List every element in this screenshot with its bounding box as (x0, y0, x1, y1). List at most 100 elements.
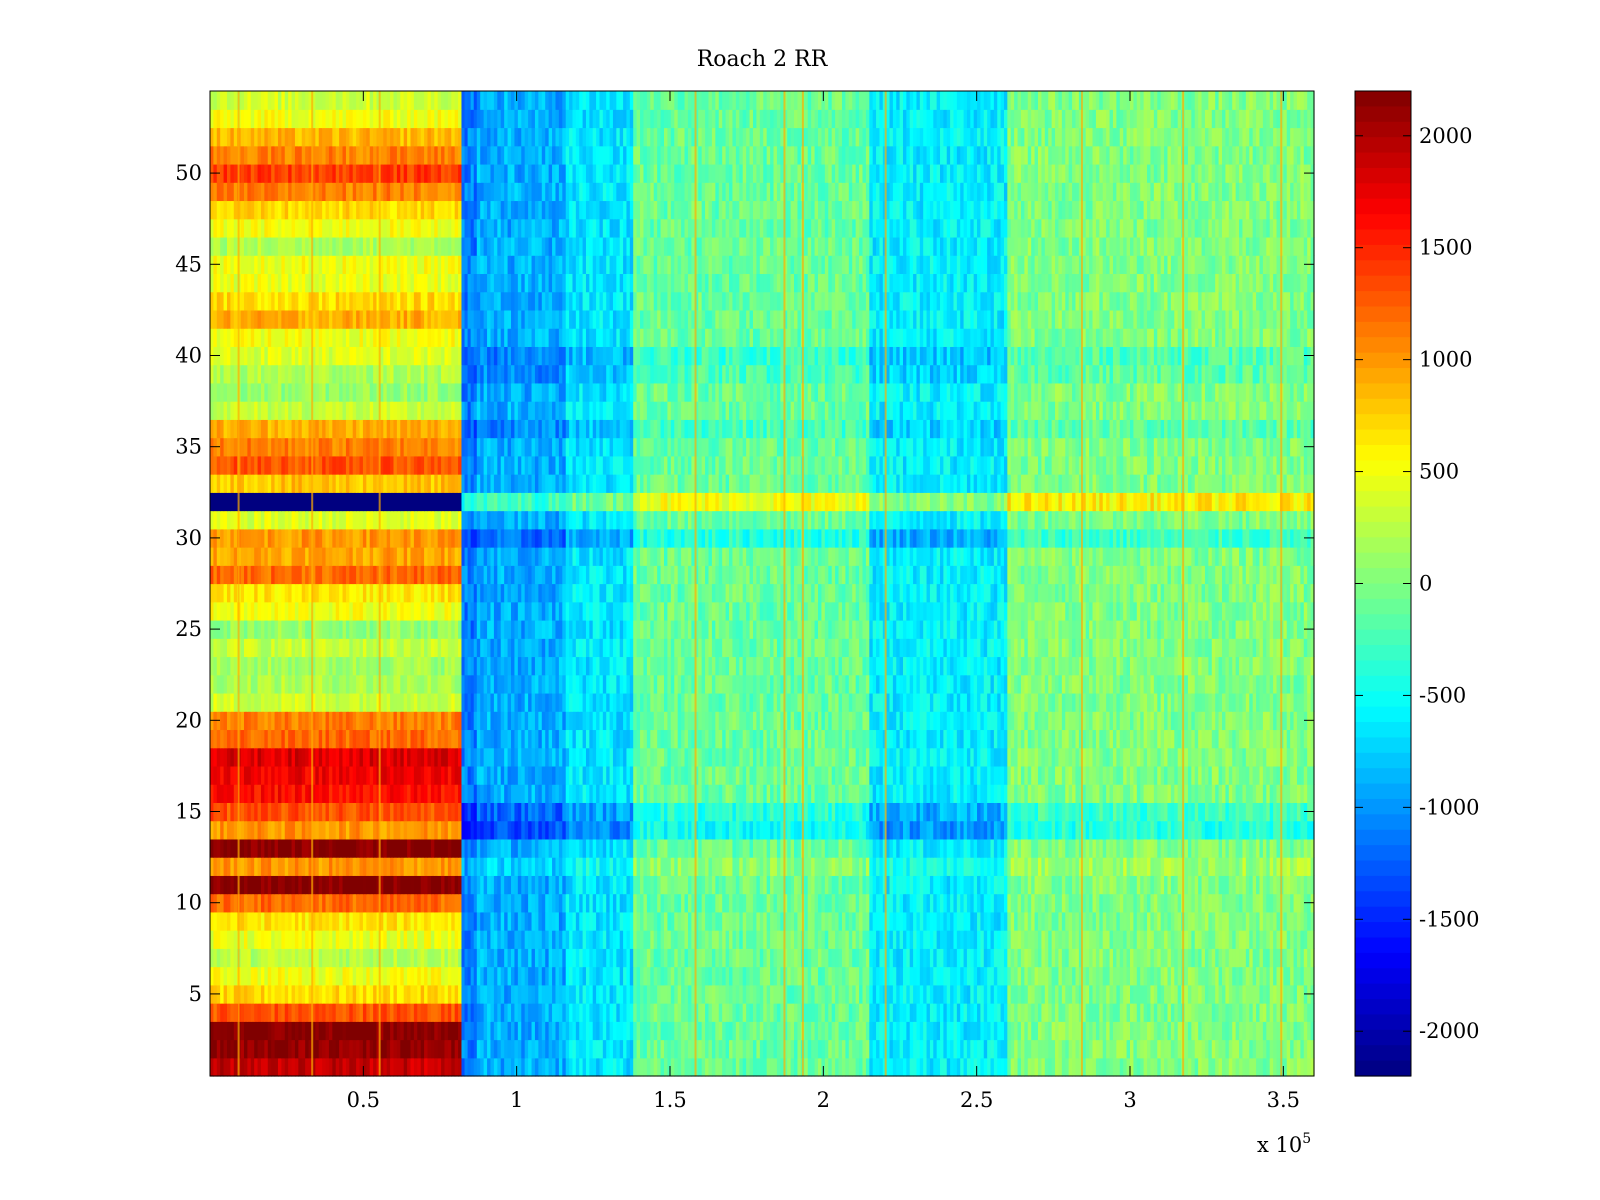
heatmap-cell (774, 985, 778, 1004)
heatmap-cell (606, 1040, 610, 1059)
heatmap-cell (832, 1003, 836, 1022)
heatmap-cell (1093, 839, 1097, 858)
heatmap-cell (839, 1058, 843, 1077)
heatmap-cell (1164, 1058, 1168, 1077)
heatmap-cell (828, 1040, 832, 1059)
heatmap-cell (712, 985, 716, 1004)
heatmap-cell (825, 894, 829, 913)
heatmap-cell (1249, 839, 1253, 858)
heatmap-cell (746, 985, 750, 1004)
heatmap-cell (549, 1021, 553, 1040)
heatmap-cell (839, 802, 843, 821)
heatmap-cell (804, 930, 808, 949)
heatmap-cell (1212, 1058, 1216, 1077)
heatmap-cell (1035, 948, 1039, 967)
heatmap-cell (268, 1040, 272, 1059)
heatmap-cell (1229, 821, 1233, 840)
heatmap-cell (1007, 912, 1011, 931)
heatmap-cell (818, 985, 822, 1004)
heatmap-cell (480, 948, 484, 967)
heatmap-cell (360, 784, 364, 803)
heatmap-cell (852, 894, 856, 913)
heatmap-cell (1212, 1021, 1216, 1040)
heatmap-cell (1075, 948, 1079, 967)
heatmap-cell (774, 912, 778, 931)
heatmap-cell (244, 821, 248, 840)
heatmap-cell (1120, 948, 1124, 967)
heatmap-cell (1021, 948, 1025, 967)
heatmap-cell (681, 912, 685, 931)
heatmap-cell (504, 1058, 508, 1077)
heatmap-cell (1021, 894, 1025, 913)
heatmap-cell (1072, 839, 1076, 858)
heatmap-cell (477, 912, 481, 931)
heatmap-cell (477, 802, 481, 821)
heatmap-cell (1232, 894, 1236, 913)
heatmap-cell (774, 875, 778, 894)
heatmap-cell (859, 894, 863, 913)
heatmap-cell (845, 857, 849, 876)
heatmap-cell (705, 930, 709, 949)
heatmap-cell (1011, 802, 1015, 821)
heatmap-cell (1270, 802, 1274, 821)
heatmap-cell (562, 930, 566, 949)
heatmap-cell (451, 821, 455, 840)
heatmap-cell (566, 948, 570, 967)
heatmap-cell (787, 967, 791, 986)
heatmap-cell (637, 912, 641, 931)
heatmap-cell (1065, 857, 1069, 876)
heatmap-cell (763, 894, 767, 913)
heatmap-cell (698, 839, 702, 858)
heatmap-cell (657, 1021, 661, 1040)
heatmap-cell (1052, 894, 1056, 913)
heatmap-cell (213, 967, 217, 986)
heatmap-cell (661, 1003, 665, 1022)
heatmap-cell (1277, 894, 1281, 913)
heatmap-cell (234, 802, 238, 821)
heatmap-cell (657, 1058, 661, 1077)
heatmap-cell (821, 912, 825, 931)
heatmap-cell (490, 894, 494, 913)
heatmap-cell (1086, 930, 1090, 949)
heatmap-cell (1300, 821, 1304, 840)
heatmap-cell (1212, 948, 1216, 967)
heatmap-cell (1058, 839, 1062, 858)
heatmap-cell (705, 857, 709, 876)
heatmap-cell (767, 912, 771, 931)
heatmap-cell (504, 857, 508, 876)
heatmap-cell (586, 912, 590, 931)
heatmap-cell (487, 802, 491, 821)
heatmap-cell (511, 912, 515, 931)
heatmap-cell (1232, 967, 1236, 986)
heatmap-cell (1249, 894, 1253, 913)
heatmap-cell (739, 894, 743, 913)
heatmap-cell (664, 802, 668, 821)
heatmap-cell (712, 1040, 716, 1059)
heatmap-cell (281, 784, 285, 803)
heatmap-cell (1249, 1003, 1253, 1022)
heatmap-cell (804, 912, 808, 931)
heatmap-cell (832, 967, 836, 986)
heatmap-cell (477, 1021, 481, 1040)
heatmap-cell (1106, 1040, 1110, 1059)
heatmap-cell (494, 948, 498, 967)
heatmap-cell (777, 821, 781, 840)
heatmap-cell (650, 948, 654, 967)
heatmap-cell (501, 985, 505, 1004)
heatmap-cell (705, 875, 709, 894)
heatmap-cell (1273, 802, 1277, 821)
heatmap-cell (818, 1040, 822, 1059)
heatmap-cell (1014, 875, 1018, 894)
heatmap-cell (685, 912, 689, 931)
heatmap-cell (1086, 985, 1090, 1004)
heatmap-cell (1222, 802, 1226, 821)
heatmap-cell (1263, 894, 1267, 913)
heatmap-cell (763, 857, 767, 876)
heatmap-cell (514, 912, 518, 931)
heatmap-cell (1048, 821, 1052, 840)
heatmap-cell (1229, 948, 1233, 967)
heatmap-cell (400, 1003, 404, 1022)
heatmap-cell (518, 802, 522, 821)
heatmap-cell (1219, 1058, 1223, 1077)
heatmap-cell (504, 894, 508, 913)
